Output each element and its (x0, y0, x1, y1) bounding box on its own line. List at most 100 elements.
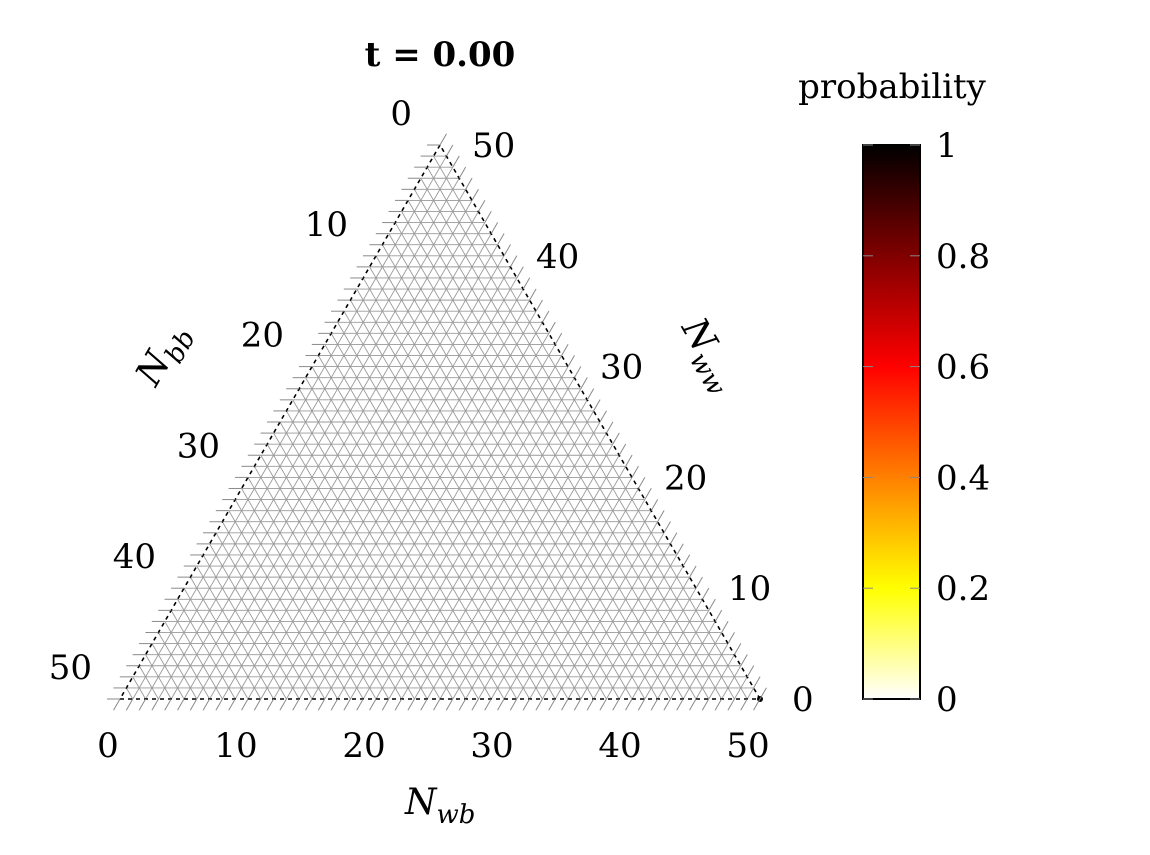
grid-line (286, 410, 454, 700)
tick-mark (663, 698, 671, 711)
tick-mark (637, 698, 646, 711)
grid-line (337, 333, 550, 700)
tick-mark (567, 355, 575, 367)
tick-mark (625, 698, 633, 711)
tick-mark (618, 443, 627, 456)
tick-mark (516, 266, 524, 279)
grid-line (247, 477, 377, 700)
grid-line (414, 399, 588, 700)
grid-line (343, 310, 569, 700)
right-axis-label: Nww (667, 310, 747, 401)
tick-mark (477, 199, 486, 212)
ternary-grid (126, 155, 754, 700)
grid-line (350, 299, 582, 700)
grid-line (254, 466, 390, 700)
tick-mark (509, 698, 518, 711)
tick-mark (586, 388, 595, 401)
tick-mark (753, 698, 761, 711)
grid-line (158, 178, 460, 700)
grid-line (241, 488, 364, 700)
tick-mark (177, 698, 185, 711)
tick-mark (548, 698, 556, 711)
grid-line (170, 610, 223, 700)
tick-mark (721, 621, 729, 633)
tick-mark (522, 698, 531, 711)
tick-mark (586, 698, 595, 711)
bottom-tick-label: 20 (342, 726, 385, 766)
chart-title: t = 0.00 (365, 35, 516, 75)
bottom-tick-label: 30 (470, 726, 513, 766)
grid-line (305, 377, 492, 700)
tick-mark (439, 133, 447, 146)
tick-mark (573, 698, 582, 711)
grid-line (126, 687, 134, 700)
tick-mark (682, 554, 691, 567)
grid-line (298, 388, 479, 700)
tick-mark (689, 565, 697, 578)
grid-line (746, 687, 754, 700)
grid-line (209, 543, 300, 700)
bottom-tick-label: 0 (97, 726, 119, 766)
tick-mark (497, 698, 505, 711)
grid-line (177, 599, 236, 700)
tick-mark (330, 698, 339, 711)
right-tick-label: 30 (600, 348, 643, 388)
grid-line (362, 355, 562, 700)
tick-mark (759, 687, 767, 700)
colorbar-tick-label: 0.2 (936, 569, 990, 609)
tick-mark (580, 377, 588, 390)
grid-line (369, 266, 620, 700)
left-tick-label: 40 (113, 537, 156, 577)
left-tick-label: 20 (241, 316, 284, 356)
tick-mark (714, 698, 723, 711)
grid-line (330, 333, 543, 700)
left-axis-label: Nbb (128, 316, 202, 397)
colorbar-tick-label: 0.6 (936, 348, 990, 388)
tick-mark (445, 698, 454, 711)
tick-mark (676, 698, 684, 711)
grid-line (145, 654, 172, 700)
tick-mark (484, 211, 492, 223)
tick-mark (465, 177, 473, 190)
tick-mark (573, 366, 582, 378)
grid-line (356, 288, 594, 700)
tick-mark (663, 521, 671, 534)
tick-mark (612, 698, 620, 711)
tick-mark (740, 698, 748, 711)
tick-mark (215, 698, 223, 711)
tick-mark (701, 698, 710, 711)
tick-mark (343, 698, 351, 711)
grid-line (420, 178, 722, 700)
grid-line (183, 587, 249, 700)
grid-line (401, 211, 684, 700)
grid-line (138, 665, 159, 700)
grid-line (260, 266, 511, 700)
tick-mark (599, 698, 607, 711)
tick-mark (657, 510, 665, 522)
tick-mark (669, 532, 678, 545)
tick-mark (689, 698, 697, 711)
grid-line (215, 532, 313, 700)
tick-mark (369, 698, 377, 711)
grid-line (394, 222, 671, 700)
right-tick-label: 20 (664, 458, 707, 498)
tick-mark (458, 698, 467, 711)
bottom-tick-label: 50 (726, 726, 769, 766)
grid-line (407, 200, 697, 700)
grid-line (618, 576, 690, 700)
tick-mark (138, 698, 147, 711)
tick-mark (535, 299, 543, 312)
tick-mark (650, 499, 659, 511)
grid-line (311, 366, 505, 700)
grid-line (164, 621, 210, 700)
tick-mark (631, 465, 639, 478)
grid-line (439, 421, 601, 700)
tick-mark (548, 321, 556, 334)
tick-mark (445, 144, 454, 157)
tick-mark (612, 432, 620, 445)
tick-mark (535, 698, 543, 711)
grid-line (209, 222, 486, 700)
grid-line (228, 510, 338, 700)
grid-line (190, 576, 262, 700)
tick-mark (292, 698, 300, 711)
